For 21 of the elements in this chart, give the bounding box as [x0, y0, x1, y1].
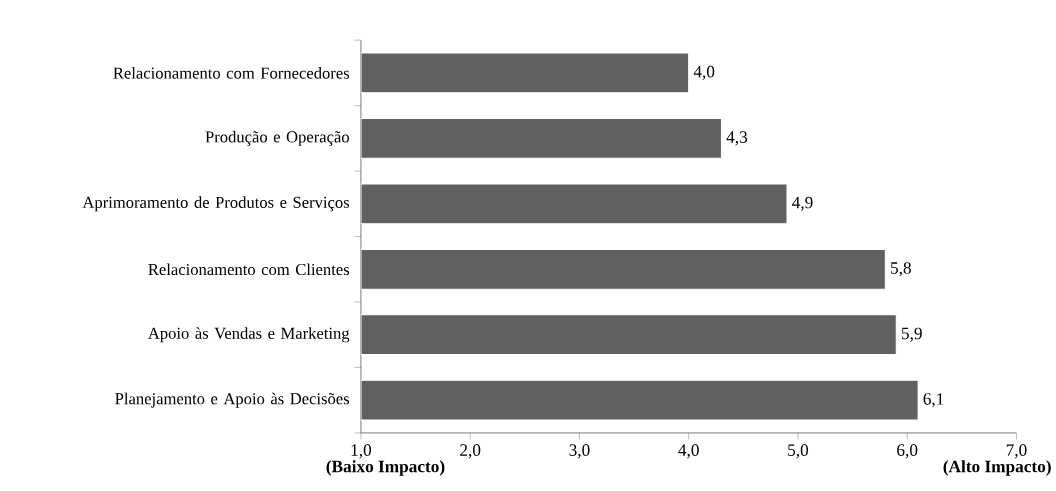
x-tick-label: 7,0 — [1006, 444, 1027, 459]
y-tick-label: Produção e Operação — [205, 130, 349, 147]
x-tick-label: 5,0 — [788, 444, 809, 459]
y-tick-label: Aprimoramento de Produtos e Serviços — [82, 196, 350, 212]
text: (Baixo Impacto) — [326, 460, 445, 476]
x-tick-label: 6,0 — [897, 444, 918, 459]
data-label: 4,3 — [726, 131, 748, 146]
x-tick-label: 1,0 — [351, 444, 372, 459]
data-label: 4,9 — [792, 196, 813, 212]
data-label: 4,0 — [693, 65, 715, 81]
x-tick-label: 4,0 — [678, 444, 699, 459]
y-tick-label: Relacionamento com Fornecedores — [113, 67, 350, 79]
y-tick-label: Planejamento e Apoio às Decisões — [115, 392, 350, 408]
y-tick-label: Relacionamento com Clientes — [148, 263, 350, 276]
data-label: 5,9 — [901, 327, 922, 342]
data-label: 6,1 — [923, 393, 944, 408]
data-label: 5,8 — [891, 262, 911, 277]
x-tick-label: 3,0 — [569, 444, 590, 459]
text: (Alto Impacto) — [943, 460, 1051, 476]
y-tick-label: Apoio às Vendas e Marketing — [148, 327, 350, 343]
x-tick-label: 2,0 — [460, 444, 481, 459]
